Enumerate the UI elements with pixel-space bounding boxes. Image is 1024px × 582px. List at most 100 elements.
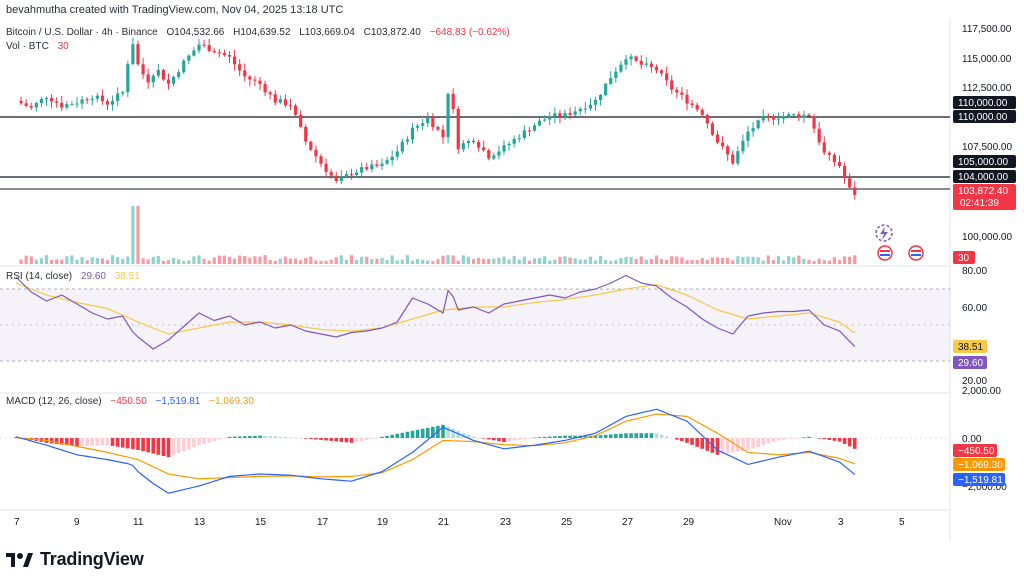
candle[interactable] [299,110,303,129]
candle[interactable] [395,145,399,161]
candle[interactable] [731,150,735,165]
us-flag-event-icon-2[interactable] [908,245,924,261]
candle[interactable] [619,60,623,74]
candle[interactable] [695,102,699,113]
candle[interactable] [726,144,730,161]
candle[interactable] [370,159,374,173]
candle[interactable] [502,140,506,155]
candle[interactable] [19,96,23,105]
candle[interactable] [593,96,598,111]
candle[interactable] [812,113,816,134]
candle[interactable] [482,140,486,152]
candle[interactable] [80,96,84,110]
candle[interactable] [161,68,166,81]
candle[interactable] [456,106,460,154]
candle[interactable] [634,55,638,63]
candle[interactable] [95,92,99,103]
candle[interactable] [766,113,770,122]
price-legend[interactable]: Bitcoin / U.S. Dollar · 4h · Binance O10… [6,27,510,38]
candle[interactable] [853,180,857,200]
candle[interactable] [558,109,562,124]
candle[interactable] [639,55,643,70]
rsi-legend[interactable]: RSI (14, close) 29.60 38.51 [6,271,140,282]
candle[interactable] [177,69,181,80]
candle[interactable] [761,109,765,123]
candle[interactable] [736,146,740,166]
candle[interactable] [436,125,440,132]
candle[interactable] [202,39,206,48]
candle[interactable] [517,134,521,143]
candle[interactable] [512,135,516,148]
candle[interactable] [548,111,552,126]
symbol-label[interactable]: Bitcoin / U.S. Dollar · 4h · Binance [6,27,158,38]
candle[interactable] [263,80,267,97]
candle[interactable] [354,169,359,178]
candle[interactable] [232,49,237,71]
candle[interactable] [807,113,811,119]
tradingview-logo[interactable]: TradingView [6,549,144,570]
candle[interactable] [258,77,262,91]
candle[interactable] [787,112,791,118]
candle[interactable] [380,158,384,171]
candle[interactable] [802,110,806,124]
candle[interactable] [90,95,94,106]
candle[interactable] [324,158,328,178]
candle[interactable] [487,148,491,161]
candle[interactable] [385,156,389,166]
candle[interactable] [197,39,201,54]
candle[interactable] [451,88,455,114]
candle[interactable] [426,112,430,128]
candle[interactable] [405,136,410,145]
candle[interactable] [492,152,496,161]
candle[interactable] [34,101,38,112]
candle[interactable] [700,107,704,118]
candle[interactable] [365,162,369,172]
candle[interactable] [573,106,577,117]
candle[interactable] [390,150,394,166]
candle[interactable] [532,122,537,132]
candle[interactable] [471,138,476,144]
candle[interactable] [39,97,44,108]
candle[interactable] [507,141,511,151]
candle[interactable] [227,51,232,64]
us-flag-event-icon[interactable] [877,245,893,261]
candle[interactable] [848,173,852,190]
candle[interactable] [624,54,628,70]
volume-legend[interactable]: Vol · BTC 30 [6,41,69,52]
candle[interactable] [171,75,176,87]
candle[interactable] [715,130,720,145]
candle[interactable] [670,75,674,95]
candle[interactable] [629,53,633,66]
candle[interactable] [156,63,160,78]
candle[interactable] [537,117,542,127]
candle[interactable] [238,59,242,77]
candle[interactable] [410,123,415,144]
candle[interactable] [136,40,140,66]
candle[interactable] [751,122,755,137]
candle[interactable] [268,90,272,100]
candle[interactable] [644,57,648,68]
candle[interactable] [710,121,715,137]
candle[interactable] [24,99,28,108]
candle[interactable] [604,82,608,97]
candle[interactable] [741,134,745,155]
candle[interactable] [497,145,501,160]
candle[interactable] [55,97,59,108]
candle[interactable] [339,170,343,185]
candle[interactable] [527,126,532,137]
candle[interactable] [29,102,33,111]
candle[interactable] [792,113,796,117]
candle[interactable] [654,64,659,74]
candle[interactable] [588,98,593,111]
candle[interactable] [146,68,150,89]
candle[interactable] [665,66,669,86]
candle[interactable] [817,121,821,146]
candle[interactable] [222,49,227,57]
candle[interactable] [446,92,450,144]
candle[interactable] [85,97,89,104]
candle[interactable] [110,95,115,111]
candle[interactable] [360,162,364,179]
candle[interactable] [837,155,842,168]
candle[interactable] [344,170,349,179]
